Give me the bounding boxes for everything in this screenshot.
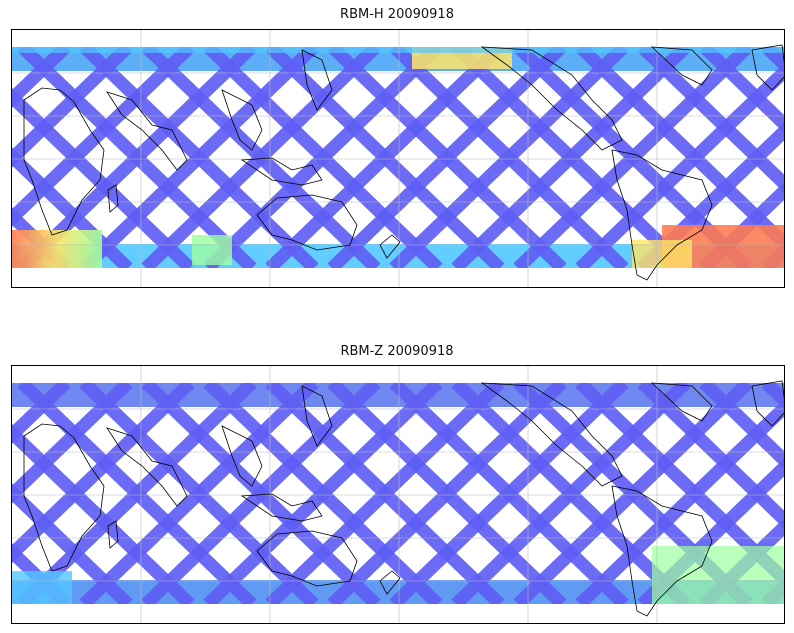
swath-descending [141,47,381,268]
coastline [480,46,623,151]
coastline [379,234,401,259]
coastline [650,46,713,86]
value-patch-southeast-edge [632,240,692,268]
swath-descending [327,47,567,268]
swath-descending [265,47,505,268]
swath-descending [451,47,691,268]
coastline [650,382,713,422]
coastline [379,570,401,595]
graticule [12,366,784,623]
coastline [106,91,188,171]
swath-descending [327,383,567,604]
coastline [240,157,323,186]
swath-descending [12,47,195,228]
coastline [480,382,623,487]
swath-descending [12,383,133,504]
swath-descending [79,47,319,268]
coastlines [23,380,784,617]
coastline [240,493,323,522]
swath-descending [575,62,784,268]
swath-descending [575,398,784,604]
coastline [751,44,784,91]
swath-descending [203,47,443,268]
coastline [751,380,784,427]
swath-descending [451,383,691,604]
swath-ascending [699,47,784,133]
map-rbm-h [11,29,785,288]
coastline [23,423,105,572]
map-canvas-rbm-z [12,366,784,623]
swath-descending [203,383,443,604]
coastlines [23,44,784,281]
swath-layer [12,47,784,268]
map-rbm-z [11,365,785,624]
swath-descending [12,383,195,564]
coastline [256,530,358,587]
swath-descending [12,47,133,168]
coastline [107,184,119,213]
swath-descending [17,383,257,604]
graticule [12,30,784,287]
value-patch-southeast [652,546,784,604]
coastline [23,87,105,236]
swath-descending [513,383,753,604]
coastline [256,194,358,251]
swath-descending [389,383,629,604]
swath-descending [513,47,753,268]
swath-descending [141,383,381,604]
swath-ascending [699,383,784,469]
panel-title-rbm-z: RBM-Z 20090918 [340,344,454,359]
coastline [221,89,263,151]
map-canvas-rbm-h [12,30,784,287]
coastline [301,385,333,447]
panel-title-rbm-h: RBM-H 20090918 [340,7,454,22]
value-patch-south-mid [192,235,232,265]
coastline [301,49,333,111]
coastline [107,520,119,549]
swath-descending [12,383,71,444]
swath-layer [12,383,784,604]
swath-descending [79,383,319,604]
coastline [611,149,713,281]
swath-descending [12,47,71,108]
swath-ascending [12,543,71,604]
coastline [611,485,713,617]
swath-descending [389,47,629,268]
coastline [106,427,188,507]
swath-descending [265,383,505,604]
value-patch-southwest [12,571,72,604]
coastline [221,425,263,487]
value-patch-southwest [12,230,102,268]
value-strip-north [12,47,784,53]
